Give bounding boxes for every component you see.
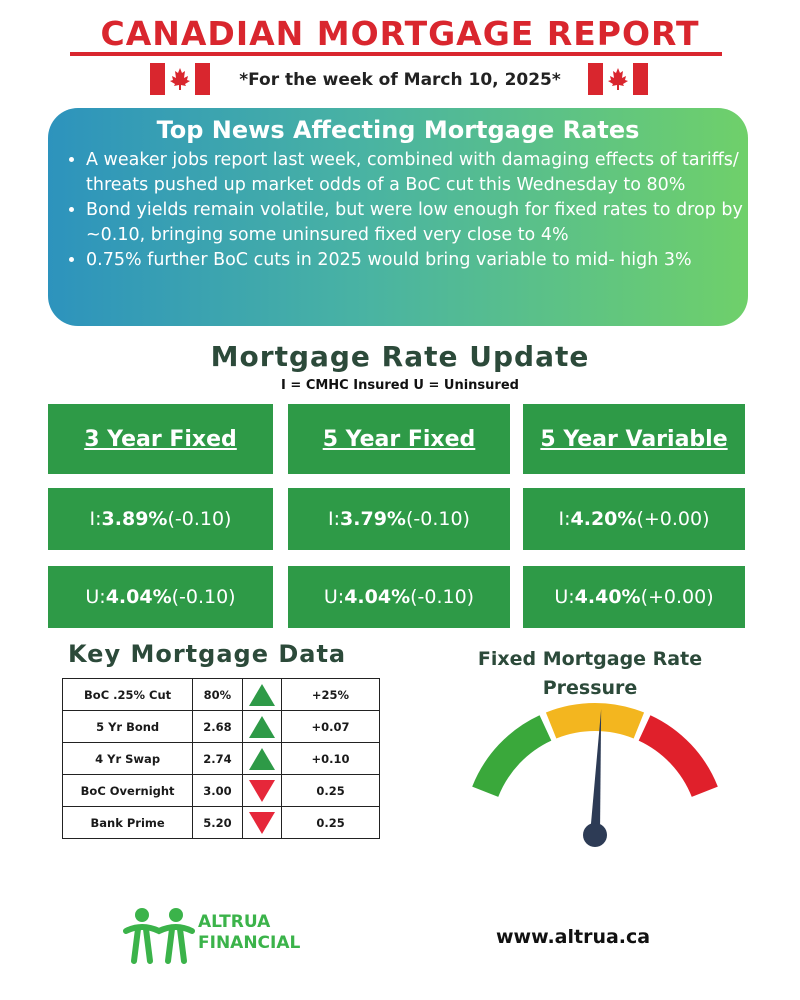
key-data-label: 4 Yr Swap	[61, 742, 194, 775]
gauge-hub	[583, 823, 607, 847]
key-data-arrow-cell	[241, 678, 283, 711]
gauge-segment	[472, 715, 552, 798]
rate-prefix: I:	[558, 508, 571, 530]
column-title-text: 5 Year Variable	[540, 426, 728, 452]
website-link[interactable]: www.altrua.ca	[496, 926, 651, 948]
key-data-change: +0.10	[281, 742, 380, 775]
key-data-label: BoC Overnight	[61, 774, 194, 807]
arrow-up-icon	[248, 683, 275, 706]
key-data-heading: Key Mortgage Data	[68, 640, 347, 668]
gauge-title-line: Fixed Mortgage Rate	[477, 648, 703, 670]
gauge-segment	[638, 715, 718, 798]
gauge-title-line: Pressure	[542, 677, 638, 699]
pressure-gauge	[472, 703, 718, 847]
canada-flag-icon	[150, 63, 210, 95]
rate-prefix: U:	[554, 586, 575, 608]
rate-cell-5yr-fixed-insured: I: 3.79% (-0.10)	[288, 488, 510, 550]
key-data-label: Bank Prime	[61, 806, 194, 839]
key-data-value: 2.74	[192, 742, 243, 775]
report-title: CANADIAN MORTGAGE REPORT	[100, 14, 700, 53]
rate-legend: I = CMHC Insured U = Uninsured	[281, 378, 519, 393]
arrow-up-icon	[248, 715, 275, 738]
rate-update-heading: Mortgage Rate Update	[210, 340, 590, 373]
key-data-value: 3.00	[192, 774, 243, 807]
rate-cell-3yr-uninsured: U: 4.04% (-0.10)	[48, 566, 273, 628]
rate-prefix: I:	[328, 508, 341, 530]
news-item: A weaker jobs report last week, combined…	[86, 148, 764, 198]
altrua-logo-icon	[123, 908, 195, 964]
rate-cell-5yr-variable-uninsured: U: 4.40% (+0.00)	[523, 566, 745, 628]
rate-value: 4.04%	[105, 586, 172, 608]
rate-cell-5yr-fixed-uninsured: U: 4.04% (-0.10)	[288, 566, 510, 628]
column-title-3yr-fixed: 3 Year Fixed	[48, 404, 273, 474]
rate-change: (-0.10)	[405, 508, 470, 530]
news-heading: Top News Affecting Mortgage Rates	[156, 116, 640, 144]
key-data-change: 0.25	[281, 774, 380, 807]
key-data-arrow-cell	[241, 806, 283, 839]
gauge-title: Fixed Mortgage Rate Pressure	[440, 645, 740, 703]
rate-cell-3yr-insured: I: 3.89% (-0.10)	[48, 488, 273, 550]
rate-value: 4.20%	[570, 508, 637, 530]
altrua-logo-text: ALTRUA FINANCIAL	[198, 912, 300, 954]
rate-change: (+0.00)	[640, 586, 714, 608]
canada-flag-icon	[588, 63, 648, 95]
rate-change: (-0.10)	[167, 508, 232, 530]
report-week: *For the week of March 10, 2025*	[239, 70, 561, 90]
key-data-value: 2.68	[192, 710, 243, 743]
rate-value: 4.40%	[574, 586, 641, 608]
key-data-table: BoC .25% Cut 80% +25% 5 Yr Bond 2.68 +0.07 4 Y…	[61, 678, 380, 839]
title-underline	[70, 52, 722, 56]
arrow-down-icon	[248, 811, 275, 834]
column-title-5yr-fixed: 5 Year Fixed	[288, 404, 510, 474]
rate-prefix: U:	[323, 586, 345, 608]
key-data-row: Bank Prime 5.20 0.25	[61, 806, 380, 839]
news-item: Bond yields remain volatile, but were lo…	[86, 198, 764, 248]
arrow-up-icon	[248, 747, 275, 770]
key-data-value: 5.20	[192, 806, 243, 839]
key-data-change: +0.07	[281, 710, 380, 743]
key-data-value: 80%	[192, 678, 243, 711]
rate-cell-5yr-variable-insured: I: 4.20% (+0.00)	[523, 488, 745, 550]
key-data-row: 4 Yr Swap 2.74 +0.10	[61, 742, 380, 775]
rate-prefix: I:	[89, 508, 102, 530]
rate-change: (-0.10)	[410, 586, 475, 608]
rate-value: 4.04%	[344, 586, 411, 608]
column-title-text: 5 Year Fixed	[322, 426, 476, 452]
key-data-change: +25%	[281, 678, 380, 711]
rate-change: (+0.00)	[636, 508, 710, 530]
news-item: 0.75% further BoC cuts in 2025 would bri…	[86, 248, 764, 273]
rate-prefix: U:	[85, 586, 106, 608]
gauge-segment	[545, 703, 645, 739]
news-list: A weaker jobs report last week, combined…	[60, 148, 764, 273]
key-data-arrow-cell	[241, 774, 283, 807]
key-data-row: BoC .25% Cut 80% +25%	[61, 678, 380, 711]
key-data-row: 5 Yr Bond 2.68 +0.07	[61, 710, 380, 743]
news-panel: Top News Affecting Mortgage Rates A weak…	[48, 108, 748, 326]
arrow-down-icon	[248, 779, 275, 802]
logo-line: FINANCIAL	[198, 933, 301, 953]
rate-value: 3.89%	[101, 508, 168, 530]
gauge-needle	[590, 709, 602, 836]
key-data-label: 5 Yr Bond	[61, 710, 194, 743]
key-data-change: 0.25	[281, 806, 380, 839]
column-title-text: 3 Year Fixed	[84, 426, 237, 452]
column-title-5yr-variable: 5 Year Variable	[523, 404, 745, 474]
logo-line: ALTRUA	[198, 912, 271, 932]
rate-change: (-0.10)	[171, 586, 236, 608]
key-data-arrow-cell	[241, 710, 283, 743]
key-data-label: BoC .25% Cut	[61, 678, 194, 711]
key-data-row: BoC Overnight 3.00 0.25	[61, 774, 380, 807]
key-data-arrow-cell	[241, 742, 283, 775]
rate-value: 3.79%	[340, 508, 406, 530]
